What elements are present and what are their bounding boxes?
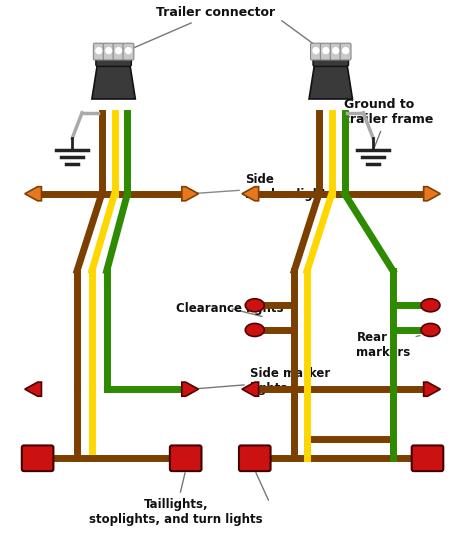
- Text: Trailer connector: Trailer connector: [116, 6, 275, 55]
- Circle shape: [313, 48, 319, 54]
- Text: Side marker
lights: Side marker lights: [193, 367, 330, 395]
- FancyBboxPatch shape: [313, 55, 348, 67]
- FancyBboxPatch shape: [310, 43, 321, 60]
- Polygon shape: [309, 62, 353, 99]
- FancyBboxPatch shape: [320, 43, 331, 60]
- Polygon shape: [242, 382, 259, 396]
- Polygon shape: [25, 187, 41, 201]
- Circle shape: [333, 48, 338, 54]
- Polygon shape: [182, 382, 199, 396]
- Polygon shape: [182, 187, 199, 201]
- Text: Side
marker lights: Side marker lights: [193, 173, 334, 201]
- FancyBboxPatch shape: [412, 445, 443, 471]
- Text: Ground to
trailer frame: Ground to trailer frame: [344, 98, 433, 148]
- FancyBboxPatch shape: [93, 43, 104, 60]
- Polygon shape: [424, 187, 440, 201]
- Ellipse shape: [421, 299, 440, 312]
- Text: Rear
markers: Rear markers: [356, 331, 420, 359]
- Circle shape: [106, 48, 112, 54]
- Ellipse shape: [245, 299, 264, 312]
- Polygon shape: [92, 62, 136, 99]
- Text: Clearance lights: Clearance lights: [176, 302, 283, 316]
- Circle shape: [323, 48, 329, 54]
- FancyBboxPatch shape: [96, 55, 131, 67]
- Circle shape: [343, 48, 348, 54]
- FancyBboxPatch shape: [22, 445, 54, 471]
- FancyBboxPatch shape: [170, 445, 201, 471]
- Polygon shape: [242, 187, 259, 201]
- FancyBboxPatch shape: [123, 43, 134, 60]
- Text: Taillights,
stoplights, and turn lights: Taillights, stoplights, and turn lights: [89, 473, 263, 526]
- Ellipse shape: [245, 324, 264, 337]
- FancyBboxPatch shape: [330, 43, 341, 60]
- FancyBboxPatch shape: [239, 445, 271, 471]
- Circle shape: [116, 48, 121, 54]
- Polygon shape: [25, 382, 41, 396]
- FancyBboxPatch shape: [103, 43, 114, 60]
- Circle shape: [96, 48, 102, 54]
- FancyBboxPatch shape: [113, 43, 124, 60]
- Circle shape: [126, 48, 131, 54]
- Ellipse shape: [421, 324, 440, 337]
- Polygon shape: [424, 382, 440, 396]
- FancyBboxPatch shape: [340, 43, 351, 60]
